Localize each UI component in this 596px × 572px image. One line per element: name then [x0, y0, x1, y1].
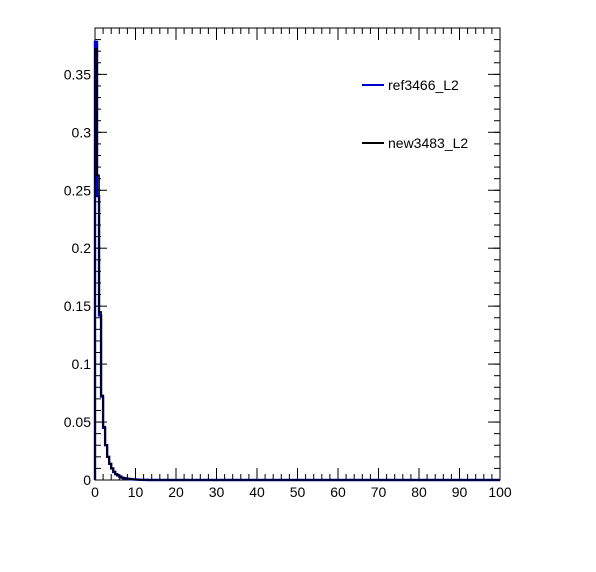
y-tick-label: 0.35: [64, 66, 91, 82]
y-tick-label: 0.05: [64, 414, 91, 430]
x-tick-label: 50: [290, 484, 306, 500]
x-tick-label: 10: [128, 484, 144, 500]
x-tick-label: 60: [330, 484, 346, 500]
legend: ref3466_L2 new3483_L2: [362, 77, 468, 151]
x-tick-label: 100: [488, 484, 512, 500]
y-tick-label: 0.25: [64, 182, 91, 198]
x-tick-label: 30: [209, 484, 225, 500]
y-tick-label: 0.3: [72, 124, 92, 140]
legend-label: new3483_L2: [388, 135, 468, 151]
x-tick-label: 20: [168, 484, 184, 500]
y-tick-label: 0.1: [72, 356, 92, 372]
legend-label: ref3466_L2: [388, 77, 459, 93]
y-tick-label: 0.2: [72, 240, 92, 256]
y-tick-label: 0.15: [64, 298, 91, 314]
x-axis: 0 10 20 30 40 50 60 70 80 90 100: [91, 28, 512, 500]
y-tick-label: 0: [83, 472, 91, 488]
x-tick-label: 40: [249, 484, 265, 500]
series-layer: [93, 40, 500, 482]
x-tick-label: 70: [371, 484, 387, 500]
x-tick-label: 80: [411, 484, 427, 500]
x-tick-label: 0: [91, 484, 99, 500]
series-line-new3483_L2: [94, 48, 500, 481]
y-axis: 0 0.05 0.1 0.15 0.2 0.25 0.3 0.35: [64, 27, 500, 488]
x-tick-label: 90: [452, 484, 468, 500]
plot-frame: [94, 27, 501, 481]
